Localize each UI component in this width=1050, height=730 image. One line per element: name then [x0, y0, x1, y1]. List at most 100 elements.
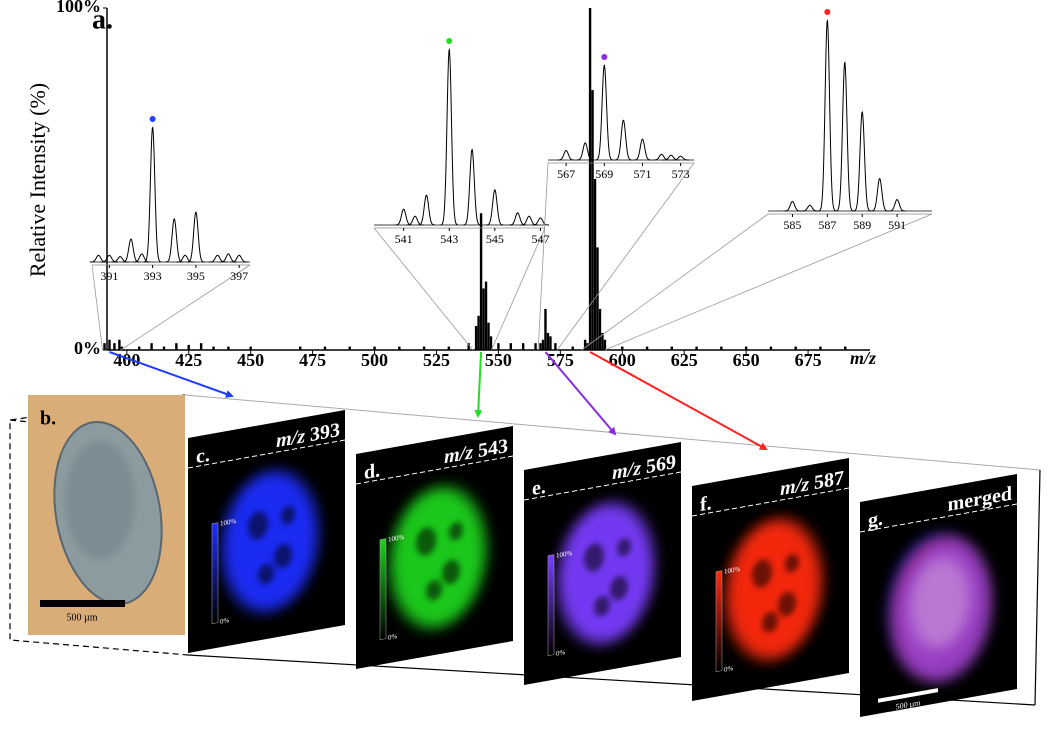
inset-connector [556, 162, 695, 351]
spectrum-peak [509, 343, 512, 350]
spectrum-peak [373, 346, 376, 350]
spectrum-peak [549, 336, 552, 350]
inset-peak [557, 150, 575, 161]
inset-tick-label: 585 [783, 218, 801, 232]
spectrum-peak [398, 346, 401, 350]
x-tick-label: 550 [485, 350, 512, 370]
spectrum-peak [720, 346, 723, 350]
colorbar [379, 538, 387, 641]
spectrum-peak [769, 346, 773, 350]
inset-tick-label: 393 [144, 269, 162, 283]
inset-peak [633, 138, 652, 161]
colorbar-max: 100% [220, 517, 236, 528]
inset-connector [91, 264, 103, 351]
inset-peak [888, 199, 906, 212]
ion-image-texture [752, 559, 772, 588]
spectrum-peak [670, 346, 674, 350]
ion-image-texture [785, 554, 799, 573]
mz-value: 569 [646, 451, 676, 478]
inset-tick-label: 547 [531, 232, 549, 246]
ion-image-texture [248, 511, 268, 540]
scale-bar-label: 500 µm [66, 612, 97, 623]
inset-tick-label: 589 [853, 218, 871, 232]
panel-title: m/z 393 [276, 419, 340, 452]
spectrum-peak [583, 339, 587, 350]
y-tick-label: 0% [74, 338, 101, 358]
chart-title: a. [92, 4, 113, 35]
panel-arrow [544, 351, 617, 436]
spectrum-peak [484, 281, 488, 350]
spectrum-peak [447, 346, 451, 350]
spectrum-peak [598, 308, 602, 350]
inset-peak [614, 119, 633, 161]
inset: 391 393 395 397 [89, 116, 251, 351]
x-tick-label: 500 [361, 350, 388, 370]
panel-top-dash [524, 471, 681, 501]
brightfield-panel: 500 µm b. [28, 395, 185, 635]
ion-image-texture [274, 543, 292, 569]
inset: 567 569 571 573 [537, 54, 695, 351]
panel-label: e. [532, 476, 546, 500]
ion-image-texture [258, 563, 274, 585]
peak-star [446, 38, 453, 44]
inset-peak [165, 218, 183, 263]
scale-bar [40, 600, 125, 607]
inset-peak [463, 148, 481, 226]
inset-tick-label: 587 [818, 218, 836, 232]
colorbar [547, 554, 555, 657]
inset-tick-label: 397 [230, 269, 248, 283]
spectrum-peak [645, 346, 649, 350]
ion-image-texture [416, 527, 436, 556]
spectrum-peak [175, 343, 178, 350]
colorbar-min: 0% [724, 664, 733, 674]
inset-connector [373, 227, 474, 351]
panel-label: g. [868, 508, 883, 533]
spectrum-peak [138, 346, 141, 350]
inset-peak [122, 238, 140, 263]
spectrum-peak [103, 343, 106, 350]
spectrum-peak [844, 346, 847, 350]
ion-image-texture [762, 611, 778, 633]
x-tick-label: 600 [609, 350, 636, 370]
inset-peak [486, 189, 504, 226]
image-panel: 100% 0% m/z 543 d. [356, 425, 513, 669]
inset-peak [406, 215, 424, 226]
panel-top-dash [356, 455, 513, 485]
ion-image-highlight [910, 557, 970, 649]
spectrum-peak [187, 344, 190, 350]
spectrum-peak [227, 346, 230, 350]
x-tick-label: 675 [795, 350, 822, 370]
panel-top-dash [188, 439, 345, 469]
inset-peak [230, 254, 248, 263]
x-axis-label: m/z [850, 348, 876, 368]
x-tick-label: 475 [299, 350, 326, 370]
spectrum-peak [467, 343, 470, 350]
spectrum-peak [744, 346, 748, 350]
panel-label: f. [700, 492, 712, 516]
x-tick-label: 400 [113, 350, 140, 370]
spectrum-peak [591, 90, 594, 350]
spectrum-peak [601, 332, 604, 350]
spectrum-peak [596, 247, 599, 350]
colorbar-min: 0% [556, 648, 565, 658]
inset-connector [604, 213, 933, 351]
inset-tick-label: 569 [595, 167, 613, 181]
x-tick-label: 450 [237, 350, 264, 370]
panel-label: b. [40, 408, 56, 430]
spectrum-peak [593, 179, 597, 350]
spectrum-peak [621, 346, 624, 350]
spectrum-peak [603, 339, 607, 350]
inset-peak [671, 155, 690, 161]
x-tick-label: 625 [671, 350, 698, 370]
inset-peak [111, 256, 129, 263]
spectrum-peak [212, 346, 215, 350]
inset-peak [853, 110, 871, 212]
inset-peak [662, 154, 680, 161]
inset-tick-label: 541 [395, 232, 413, 246]
inset-connector [537, 162, 549, 351]
spectrum-peak [695, 346, 698, 350]
x-tick-label: 525 [423, 350, 450, 370]
y-axis-label: Relative Intensity (%) [25, 83, 50, 277]
inset-peak [440, 47, 459, 226]
